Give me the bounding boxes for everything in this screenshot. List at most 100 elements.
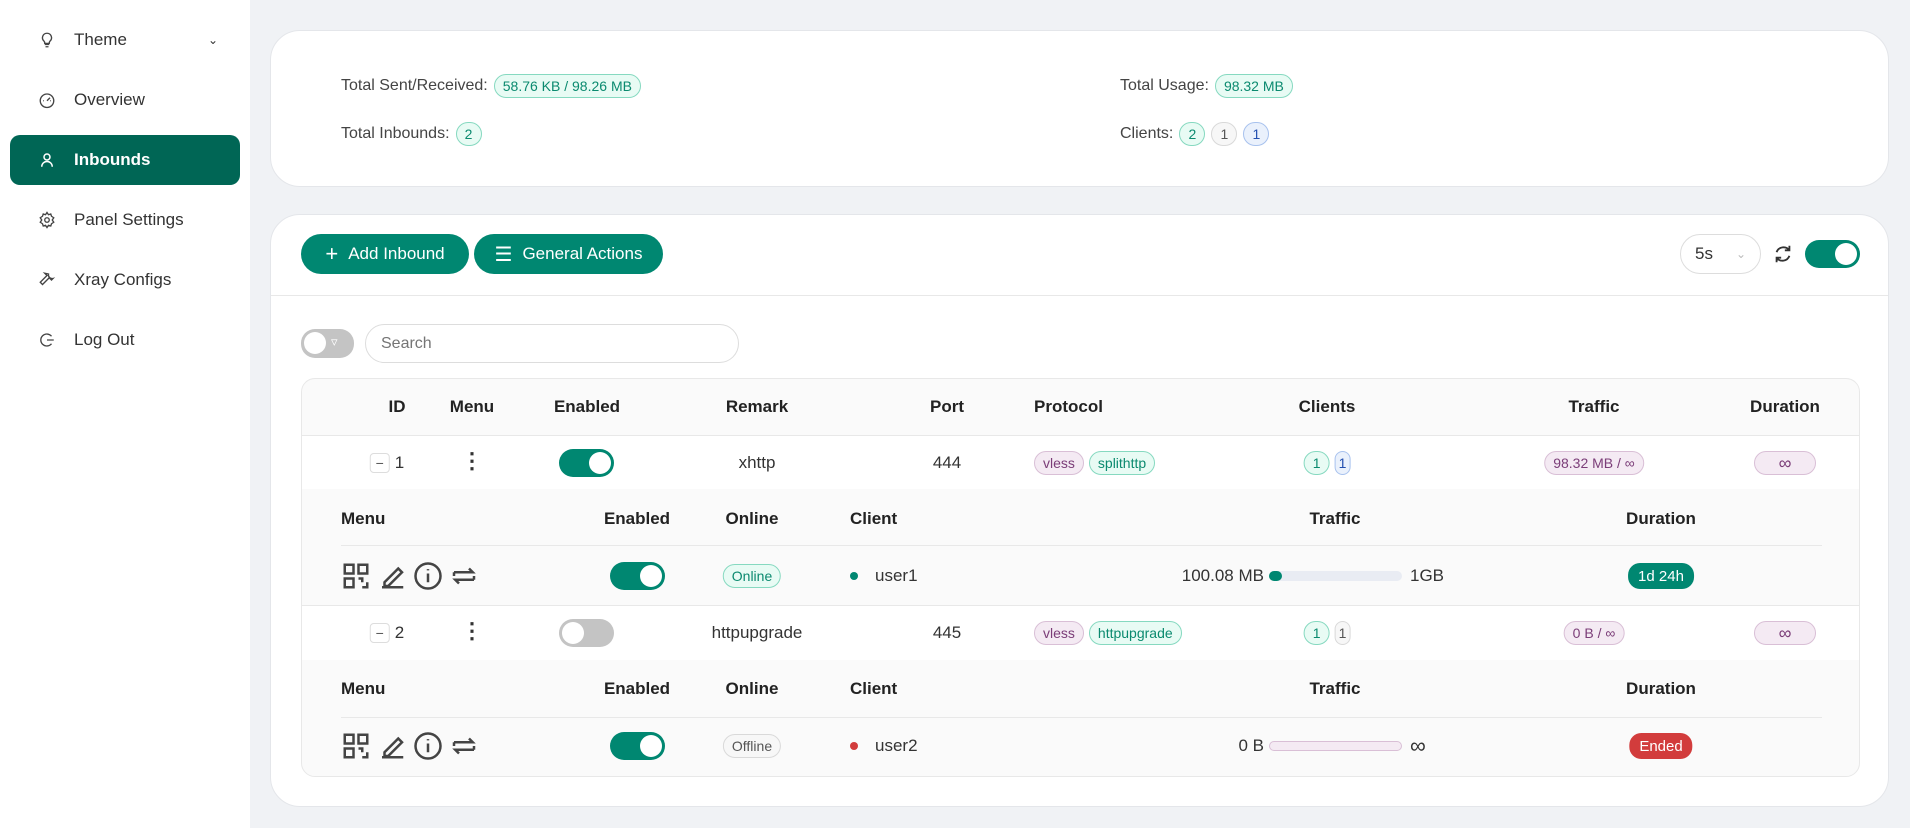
sub-header-traffic: Traffic: [1309, 509, 1361, 528]
stat-label: Total Usage:: [1120, 77, 1209, 94]
divider: [341, 545, 1822, 546]
collapse-button[interactable]: −: [369, 453, 390, 473]
inbounds-table: ID Menu Enabled Remark Port Protocol Cli…: [301, 378, 1860, 777]
client-name-cell: user2: [850, 736, 918, 756]
menu-icon: ☰: [494, 243, 513, 266]
clients-depleted-badge: 1: [1211, 122, 1238, 146]
client-actions: [341, 561, 479, 591]
reset-traffic-icon[interactable]: [449, 561, 479, 591]
protocol-cell: vless httpupgrade: [1034, 621, 1182, 645]
column-header-enabled: Enabled: [553, 397, 621, 416]
port: 444: [932, 453, 962, 472]
chevron-down-icon: ⌄: [207, 33, 218, 47]
sidebar-item-theme[interactable]: Theme ⌄: [10, 15, 240, 65]
protocol-cell: vless splithttp: [1034, 451, 1156, 475]
duration-tag: ∞: [1754, 621, 1816, 645]
edit-icon[interactable]: [377, 731, 407, 761]
duration-tag: ∞: [1754, 451, 1816, 475]
id-cell: −1: [369, 453, 404, 473]
wrench-icon: [39, 272, 56, 286]
button-label: General Actions: [522, 244, 643, 263]
qrcode-icon[interactable]: [341, 731, 371, 761]
inbound-enabled-toggle[interactable]: [559, 449, 614, 477]
client-enabled-toggle[interactable]: [610, 562, 665, 590]
sidebar-item-log-out[interactable]: Log Out: [10, 315, 240, 365]
more-vertical-icon[interactable]: ⋮: [461, 448, 483, 473]
traffic-progress-bar: [1269, 571, 1402, 581]
inbound-enabled-toggle[interactable]: [559, 619, 614, 647]
sidebar-item-panel-settings[interactable]: Panel Settings: [10, 195, 240, 245]
sidebar-item-inbounds[interactable]: Inbounds: [10, 135, 240, 185]
sidebar-item-label: Overview: [74, 90, 145, 109]
transport-tag: httpupgrade: [1088, 621, 1182, 645]
sub-header-online: Online: [725, 679, 779, 698]
sub-header-duration: Duration: [1626, 509, 1696, 528]
stat-label: Clients:: [1120, 125, 1174, 142]
qrcode-icon[interactable]: [341, 561, 371, 591]
stat-label: Total Inbounds:: [341, 125, 450, 142]
sidebar-item-xray-configs[interactable]: Xray Configs: [10, 255, 240, 305]
filter-toggle[interactable]: ▿: [301, 329, 354, 358]
info-icon[interactable]: [413, 561, 443, 591]
stat-label: Total Sent/Received:: [341, 77, 488, 94]
sub-header-client: Client: [850, 679, 898, 698]
chevron-down-icon: ⌄: [1735, 247, 1746, 261]
clients-depleted-badge: 1: [1334, 621, 1351, 645]
traffic-progress-bar: [1269, 741, 1402, 751]
refresh-icon[interactable]: [1772, 243, 1794, 265]
plus-icon: +: [325, 241, 339, 266]
button-label: Add Inbound: [348, 244, 445, 263]
traffic-used: 0 B: [1238, 736, 1264, 755]
traffic-tag: 0 B / ∞: [1563, 621, 1625, 645]
sub-header-enabled: Enabled: [603, 509, 671, 528]
sub-header-enabled: Enabled: [603, 679, 671, 698]
client-enabled-toggle[interactable]: [610, 732, 665, 760]
add-inbound-button[interactable]: + Add Inbound: [301, 234, 469, 274]
clients-total-badge: 1: [1303, 451, 1330, 475]
column-header-port: Port: [930, 397, 964, 416]
column-header-protocol: Protocol: [1034, 397, 1103, 416]
column-header-clients: Clients: [1298, 397, 1356, 416]
total-sent-received: Total Sent/Received: 58.76 KB / 98.26 MB: [341, 74, 641, 98]
status-dot: [850, 742, 858, 750]
duration-badge: Ended: [1629, 733, 1693, 759]
edit-icon[interactable]: [377, 561, 407, 591]
inbound-id: 2: [394, 623, 405, 642]
sidebar-item-label: Log Out: [74, 330, 135, 349]
id-cell: −2: [369, 623, 405, 643]
sidebar: Theme ⌄ Overview Inbounds Panel Settings…: [0, 0, 250, 828]
sub-header-duration: Duration: [1626, 679, 1696, 698]
sidebar-item-label: Xray Configs: [74, 270, 172, 289]
column-header-id: ID: [388, 397, 406, 416]
more-vertical-icon[interactable]: ⋮: [461, 618, 483, 643]
sub-header-menu: Menu: [341, 679, 386, 698]
stats-card: Total Sent/Received: 58.76 KB / 98.26 MB…: [270, 30, 1889, 187]
search-input[interactable]: [365, 324, 739, 363]
sub-header-menu: Menu: [341, 509, 386, 528]
sub-header-online: Online: [725, 509, 779, 528]
divider: [341, 717, 1822, 718]
sidebar-item-label: Theme: [74, 30, 127, 49]
total-usage: Total Usage: 98.32 MB: [1120, 74, 1293, 98]
general-actions-button[interactable]: ☰ General Actions: [474, 234, 663, 274]
clients-count: Clients: 2 1 1: [1120, 122, 1270, 146]
refresh-interval-select[interactable]: 5s ⌄: [1680, 234, 1761, 274]
online-status-tag: Online: [722, 564, 782, 588]
clients-total-badge: 2: [1179, 122, 1206, 146]
collapse-button[interactable]: −: [369, 623, 390, 643]
stat-value: 2: [455, 122, 482, 146]
auto-refresh-toggle[interactable]: [1805, 240, 1860, 268]
filter-icon: ▿: [331, 334, 338, 349]
sidebar-item-overview[interactable]: Overview: [10, 75, 240, 125]
column-header-menu: Menu: [449, 397, 495, 416]
remark: xhttp: [738, 453, 776, 472]
info-icon[interactable]: [413, 731, 443, 761]
transport-tag: splithttp: [1088, 451, 1156, 475]
reset-traffic-icon[interactable]: [449, 731, 479, 761]
duration-badge: 1d 24h: [1628, 563, 1694, 589]
client-actions: [341, 731, 479, 761]
sub-header-client: Client: [850, 509, 898, 528]
status-dot: [850, 572, 858, 580]
